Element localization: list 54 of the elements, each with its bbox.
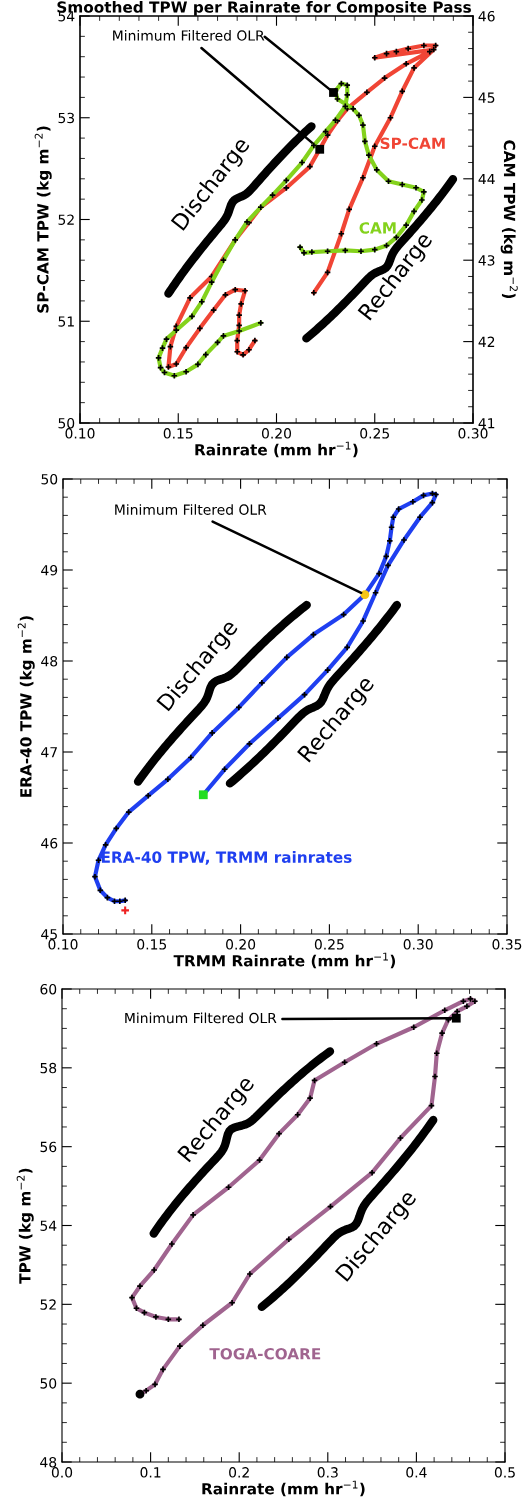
x-tick-label: 0.2 <box>229 1467 249 1478</box>
series-label: SP-CAM <box>380 137 445 150</box>
y2-axis-title: CAM TPW (kg m$^{−2}$) <box>500 140 518 299</box>
y-tick-label: 45 <box>41 929 57 940</box>
x-tick-label: 0.35 <box>492 939 522 950</box>
y2-tick-label: 43 <box>478 255 495 266</box>
y-axis-title: ERA-40 TPW (kg m$^{−2}$) <box>17 616 35 797</box>
x-tick-label: 0.1 <box>140 1467 161 1478</box>
y-tick-label: 49 <box>41 564 58 576</box>
y-tick-label: 50 <box>58 417 75 429</box>
x-tick-label: 0.20 <box>226 939 256 950</box>
x-tick-label: 0.3 <box>317 1467 338 1478</box>
y-tick-label: 48 <box>40 1456 57 1468</box>
series-label: TOGA-COARE <box>209 1347 321 1360</box>
x-tick-label: 0.4 <box>406 1467 427 1478</box>
x-tick-label: 0.20 <box>261 428 292 439</box>
x-axis-title: Rainrate (mm hr$^{−1}$) <box>195 441 358 458</box>
y-tick-label: 50 <box>40 1378 57 1389</box>
y-tick-label: 52 <box>58 214 74 225</box>
x-tick-label: 0.0 <box>51 1467 73 1478</box>
x-axis-title: Rainrate (mm hr$^{−1}$) <box>202 1480 365 1497</box>
annotation: Minimum Filtered OLR <box>125 1012 277 1024</box>
x-tick-label: 0.10 <box>48 939 78 950</box>
y-tick-label: 54 <box>40 1220 57 1231</box>
y-tick-label: 48 <box>41 655 58 667</box>
y-axis-title: SP-CAM TPW (kg m$^{−2}$) <box>34 126 52 313</box>
y2-tick-label: 45 <box>478 92 495 103</box>
series-label: ERA-40 TPW, TRMM rainrates <box>101 851 352 865</box>
x-tick-label: 0.15 <box>137 939 167 950</box>
y2-tick-label: 42 <box>478 336 495 347</box>
y-axis-title: TPW (kg m$^{−2}$) <box>16 1168 34 1284</box>
y-tick-label: 50 <box>41 473 58 485</box>
y2-tick-label: 46 <box>478 10 495 22</box>
x-tick-label: 0.30 <box>458 428 488 439</box>
y-tick-label: 53 <box>58 112 75 124</box>
x-tick-label: 0.10 <box>65 428 95 439</box>
x-axis-title: TRMM Rainrate (mm hr$^{−1}$) <box>173 952 396 969</box>
y-tick-label: 56 <box>40 1141 57 1153</box>
x-tick-label: 0.5 <box>494 1467 515 1478</box>
y-tick-label: 52 <box>40 1299 56 1310</box>
annotation: Minimum Filtered OLR <box>115 504 267 515</box>
y-tick-label: 51 <box>58 316 74 327</box>
x-tick-label: 0.25 <box>360 428 389 439</box>
y2-tick-label: 44 <box>478 173 495 185</box>
x-tick-label: 0.15 <box>163 428 193 439</box>
y-tick-label: 58 <box>40 1062 57 1074</box>
y-tick-label: 47 <box>41 747 57 758</box>
x-tick-label: 0.25 <box>314 939 344 950</box>
y-tick-label: 60 <box>40 983 57 995</box>
annotation: Minimum Filtered OLR <box>113 30 265 41</box>
y-tick-label: 46 <box>41 837 58 849</box>
series-label: CAM <box>359 222 396 234</box>
y2-tick-label: 41 <box>478 418 495 429</box>
x-tick-label: 0.30 <box>403 939 433 950</box>
